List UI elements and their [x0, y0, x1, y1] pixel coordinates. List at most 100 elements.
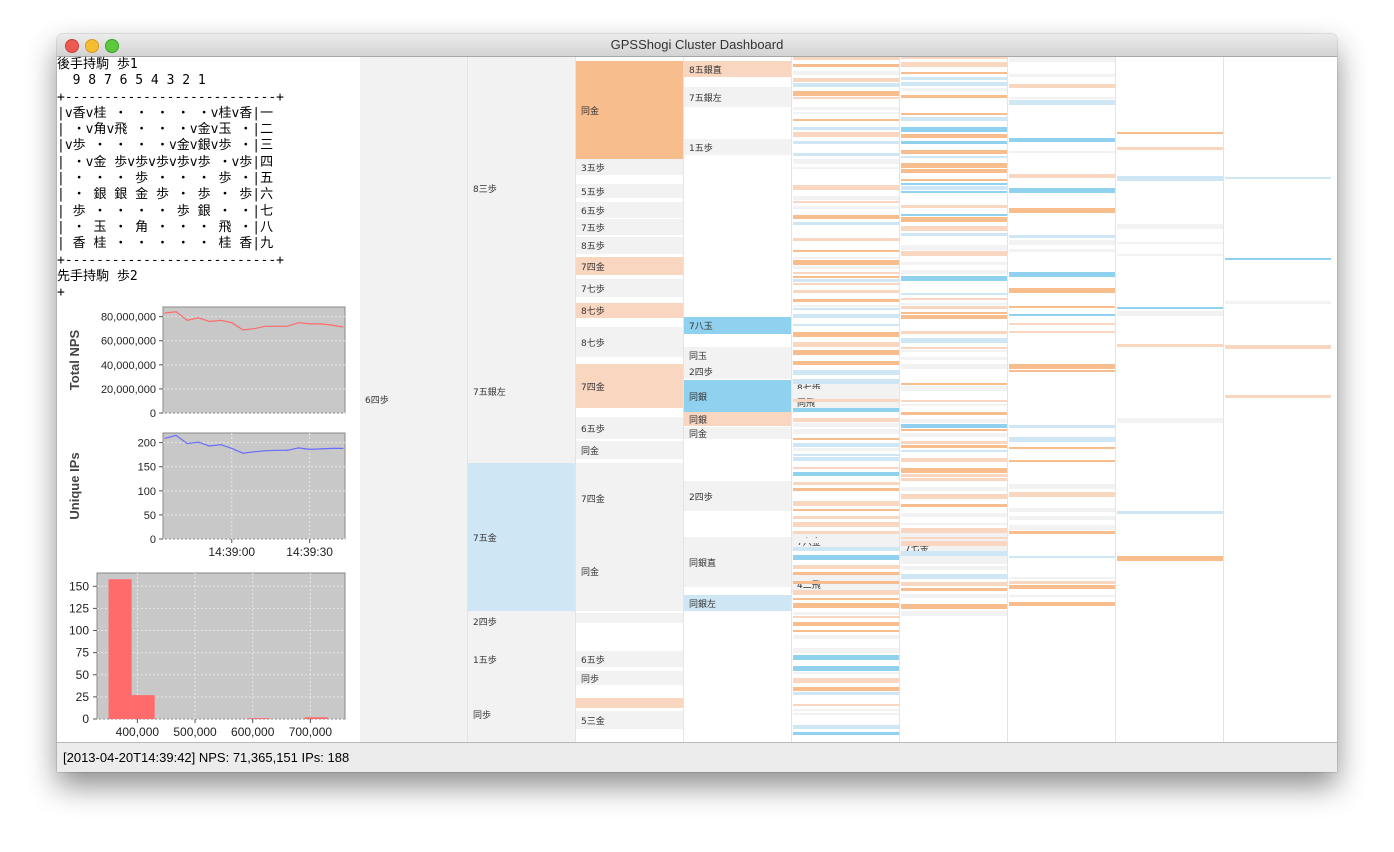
- tree-leaf-bar[interactable]: [1009, 516, 1115, 520]
- tree-leaf-bar[interactable]: [1225, 177, 1331, 179]
- tree-leaf-bar[interactable]: [901, 226, 1007, 231]
- tree-leaf-bar[interactable]: [901, 62, 1007, 67]
- tree-leaf-bar[interactable]: [1117, 147, 1223, 150]
- tree-leaf-bar[interactable]: [793, 678, 899, 683]
- tree-leaf-bar[interactable]: [793, 467, 899, 469]
- tree-leaf-bar[interactable]: [793, 555, 899, 560]
- tree-leaf-bar[interactable]: [901, 169, 1007, 173]
- tree-leaf-bar[interactable]: [793, 250, 899, 252]
- tree-leaf-bar[interactable]: [793, 482, 899, 485]
- tree-node[interactable]: 同金: [576, 441, 683, 459]
- tree-leaf-bar[interactable]: [793, 314, 899, 318]
- tree-leaf-bar[interactable]: [1117, 556, 1223, 561]
- tree-node[interactable]: 7五金: [468, 463, 575, 611]
- tree-leaf-bar[interactable]: [793, 370, 899, 375]
- tree-leaf-bar[interactable]: [1009, 531, 1115, 534]
- tree-leaf-bar[interactable]: [1009, 556, 1115, 558]
- tree-leaf-bar[interactable]: [793, 531, 899, 534]
- tree-leaf-bar[interactable]: [793, 238, 899, 241]
- tree-leaf-bar[interactable]: [1009, 151, 1115, 153]
- tree-leaf-bar[interactable]: [901, 537, 1007, 539]
- tree-leaf-bar[interactable]: [901, 350, 1007, 352]
- tree-leaf-bar[interactable]: [901, 588, 1007, 591]
- tree-node[interactable]: 2四歩: [468, 611, 575, 631]
- tree-leaf-bar[interactable]: [793, 83, 899, 87]
- tree-node[interactable]: 7五歩: [576, 219, 683, 235]
- tree-node[interactable]: 7八玉: [684, 317, 791, 334]
- tree-leaf-bar[interactable]: [901, 270, 1007, 274]
- tree-leaf-bar[interactable]: [1009, 174, 1115, 178]
- tree-leaf-bar[interactable]: [793, 299, 899, 302]
- tree-leaf-bar[interactable]: [793, 260, 899, 265]
- tree-leaf-bar[interactable]: [793, 215, 899, 219]
- tree-leaf-bar[interactable]: [901, 233, 1007, 236]
- tree-leaf-bar[interactable]: [901, 134, 1007, 138]
- tree-leaf-bar[interactable]: [793, 272, 899, 274]
- tree-leaf-bar[interactable]: [1009, 235, 1115, 238]
- tree-leaf-bar[interactable]: [1225, 258, 1331, 260]
- tree-leaf-bar[interactable]: [793, 324, 899, 326]
- tree-leaf-bar[interactable]: [901, 419, 1007, 423]
- tree-leaf-bar[interactable]: [793, 429, 899, 434]
- tree-leaf-bar[interactable]: [901, 528, 1007, 533]
- tree-leaf-bar[interactable]: [1009, 272, 1115, 277]
- tree-leaf-bar[interactable]: [793, 622, 899, 626]
- tree-node[interactable]: 同歩: [468, 687, 575, 742]
- tree-leaf-bar[interactable]: [901, 429, 1007, 431]
- tree-leaf-bar[interactable]: [1009, 364, 1115, 369]
- tree-leaf-bar[interactable]: [901, 262, 1007, 265]
- tree-node[interactable]: 同玉: [684, 347, 791, 363]
- close-window-button[interactable]: [65, 39, 79, 53]
- tree-leaf-bar[interactable]: [793, 687, 899, 691]
- tree-node[interactable]: [576, 698, 683, 708]
- tree-leaf-bar[interactable]: [793, 71, 899, 75]
- tree-leaf-bar[interactable]: [793, 423, 899, 427]
- tree-leaf-bar[interactable]: [793, 418, 899, 422]
- tree-leaf-bar[interactable]: [793, 709, 899, 711]
- tree-leaf-bar[interactable]: [793, 141, 899, 144]
- tree-leaf-bar[interactable]: [1117, 511, 1223, 514]
- tree-leaf-bar[interactable]: [901, 566, 1007, 570]
- tree-node[interactable]: 6四歩: [360, 57, 467, 742]
- tree-leaf-bar[interactable]: [901, 458, 1007, 462]
- tree-leaf-bar[interactable]: [793, 279, 899, 282]
- tree-leaf-bar[interactable]: [1009, 100, 1115, 105]
- tree-leaf-bar[interactable]: [793, 266, 899, 269]
- tree-leaf-bar[interactable]: [1117, 418, 1223, 423]
- tree-leaf-bar[interactable]: [901, 156, 1007, 158]
- tree-leaf-bar[interactable]: [1009, 84, 1115, 88]
- tree-leaf-bar[interactable]: [793, 290, 899, 293]
- tree-leaf-bar[interactable]: [901, 551, 1007, 556]
- tree-leaf-bar[interactable]: [1009, 288, 1115, 293]
- tree-leaf-bar[interactable]: [1117, 132, 1223, 134]
- tree-leaf-bar[interactable]: [793, 590, 899, 595]
- tree-node[interactable]: 7四金: [576, 257, 683, 275]
- tree-leaf-bar[interactable]: [793, 185, 899, 190]
- tree-leaf-bar[interactable]: [901, 357, 1007, 360]
- tree-leaf-bar[interactable]: [793, 438, 899, 440]
- tree-leaf-bar[interactable]: [901, 400, 1007, 402]
- tree-leaf-bar[interactable]: [901, 594, 1007, 598]
- tree-leaf-bar[interactable]: [1225, 345, 1331, 349]
- tree-leaf-bar[interactable]: [1009, 492, 1115, 497]
- tree-leaf-bar[interactable]: [793, 107, 899, 110]
- minimize-window-button[interactable]: [85, 39, 99, 53]
- tree-node[interactable]: 8七歩: [576, 303, 683, 318]
- tree-node[interactable]: 同金: [576, 531, 683, 611]
- tree-leaf-bar[interactable]: [793, 350, 899, 355]
- tree-leaf-bar[interactable]: [793, 119, 899, 121]
- tree-leaf-bar[interactable]: [901, 513, 1007, 517]
- tree-node[interactable]: 6五歩: [576, 651, 683, 667]
- tree-leaf-bar[interactable]: [793, 308, 899, 310]
- tree-leaf-bar[interactable]: [901, 113, 1007, 115]
- tree-leaf-bar[interactable]: [901, 504, 1007, 507]
- tree-leaf-bar[interactable]: [1009, 602, 1115, 606]
- tree-leaf-bar[interactable]: [793, 127, 899, 130]
- tree-leaf-bar[interactable]: [901, 186, 1007, 190]
- tree-node[interactable]: 7七歩: [576, 279, 683, 297]
- tree-leaf-bar[interactable]: [901, 604, 1007, 609]
- tree-leaf-bar[interactable]: [793, 159, 899, 164]
- tree-leaf-bar[interactable]: [793, 635, 899, 639]
- tree-leaf-bar[interactable]: [901, 251, 1007, 256]
- tree-leaf-bar[interactable]: [793, 509, 899, 511]
